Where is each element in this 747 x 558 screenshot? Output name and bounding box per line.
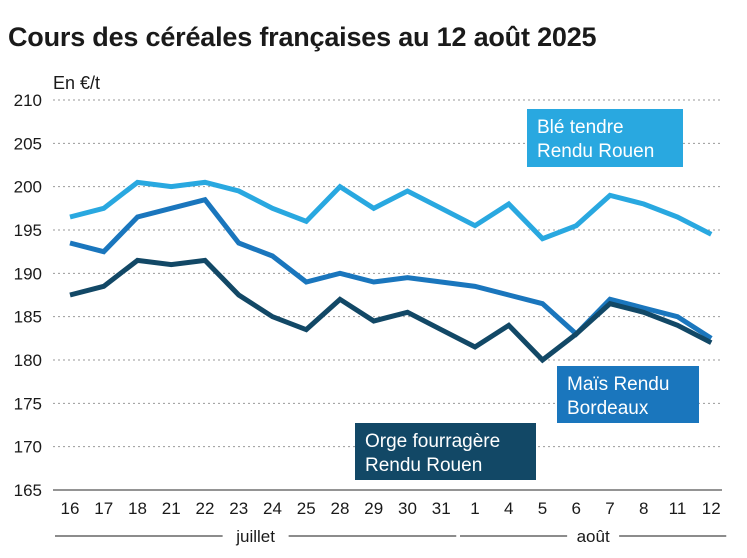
legend-label: Orge fourragère xyxy=(365,431,500,452)
x-tick-label: 6 xyxy=(572,499,581,518)
x-tick-label: 30 xyxy=(398,499,417,518)
legend-box xyxy=(527,109,683,167)
legend-box xyxy=(355,423,536,480)
y-tick-label: 190 xyxy=(14,264,42,283)
y-tick-label: 195 xyxy=(14,221,42,240)
x-tick-label: 7 xyxy=(605,499,614,518)
y-tick-label: 175 xyxy=(14,394,42,413)
legend-label: Maïs Rendu xyxy=(567,374,669,395)
x-tick-label: 22 xyxy=(196,499,215,518)
x-tick-label: 31 xyxy=(432,499,451,518)
series-line xyxy=(69,257,713,364)
x-tick-label: 21 xyxy=(162,499,181,518)
x-tick-label: 16 xyxy=(61,499,80,518)
chart-title: Cours des céréales françaises au 12 août… xyxy=(8,22,597,52)
x-axis: 16 17 18 21 22 23 24 25 28 29 30 31 1 4 5 6 7 8 11 12 xyxy=(61,499,721,518)
y-tick-label: 170 xyxy=(14,438,42,457)
x-tick-label: 8 xyxy=(639,499,648,518)
x-tick-label: 28 xyxy=(331,499,350,518)
legend-item: Orge fourragère Rendu Rouen xyxy=(355,423,536,480)
x-tick-label: 1 xyxy=(470,499,479,518)
month-groups: juillet août xyxy=(55,527,727,546)
x-tick-label: 29 xyxy=(364,499,383,518)
month-label: août xyxy=(577,527,610,546)
month-label: juillet xyxy=(235,527,275,546)
x-tick-label: 11 xyxy=(669,499,687,518)
legend-label: Blé tendre xyxy=(537,117,624,138)
y-tick-label: 200 xyxy=(14,178,42,197)
x-tick-label: 4 xyxy=(504,499,513,518)
legend-label: Rendu Rouen xyxy=(365,455,482,476)
y-tick-label: 165 xyxy=(14,481,42,500)
y-axis-label: En €/t xyxy=(53,73,100,93)
x-tick-label: 12 xyxy=(702,499,721,518)
x-tick-label: 25 xyxy=(297,499,316,518)
legend-item: Maïs Rendu Bordeaux xyxy=(557,366,699,423)
legend-item: Blé tendre Rendu Rouen xyxy=(527,109,683,167)
series-line xyxy=(69,179,713,242)
series-lines xyxy=(69,179,713,364)
x-tick-label: 5 xyxy=(538,499,547,518)
x-tick-label: 23 xyxy=(229,499,248,518)
x-tick-label: 17 xyxy=(94,499,113,518)
legend-label: Rendu Rouen xyxy=(537,141,654,162)
legend-label: Bordeaux xyxy=(567,398,649,419)
y-axis: 165 170 175 180 185 190 195 200 205 210 xyxy=(14,91,42,500)
y-tick-label: 210 xyxy=(14,91,42,110)
y-tick-label: 205 xyxy=(14,134,42,153)
x-tick-label: 24 xyxy=(263,499,282,518)
legend-box xyxy=(557,366,699,423)
series-line xyxy=(69,196,713,341)
legend: Blé tendre Rendu Rouen Maïs Rendu Bordeaux O… xyxy=(355,109,699,480)
y-tick-label: 180 xyxy=(14,351,42,370)
y-tick-label: 185 xyxy=(14,308,42,327)
x-tick-label: 18 xyxy=(128,499,147,518)
